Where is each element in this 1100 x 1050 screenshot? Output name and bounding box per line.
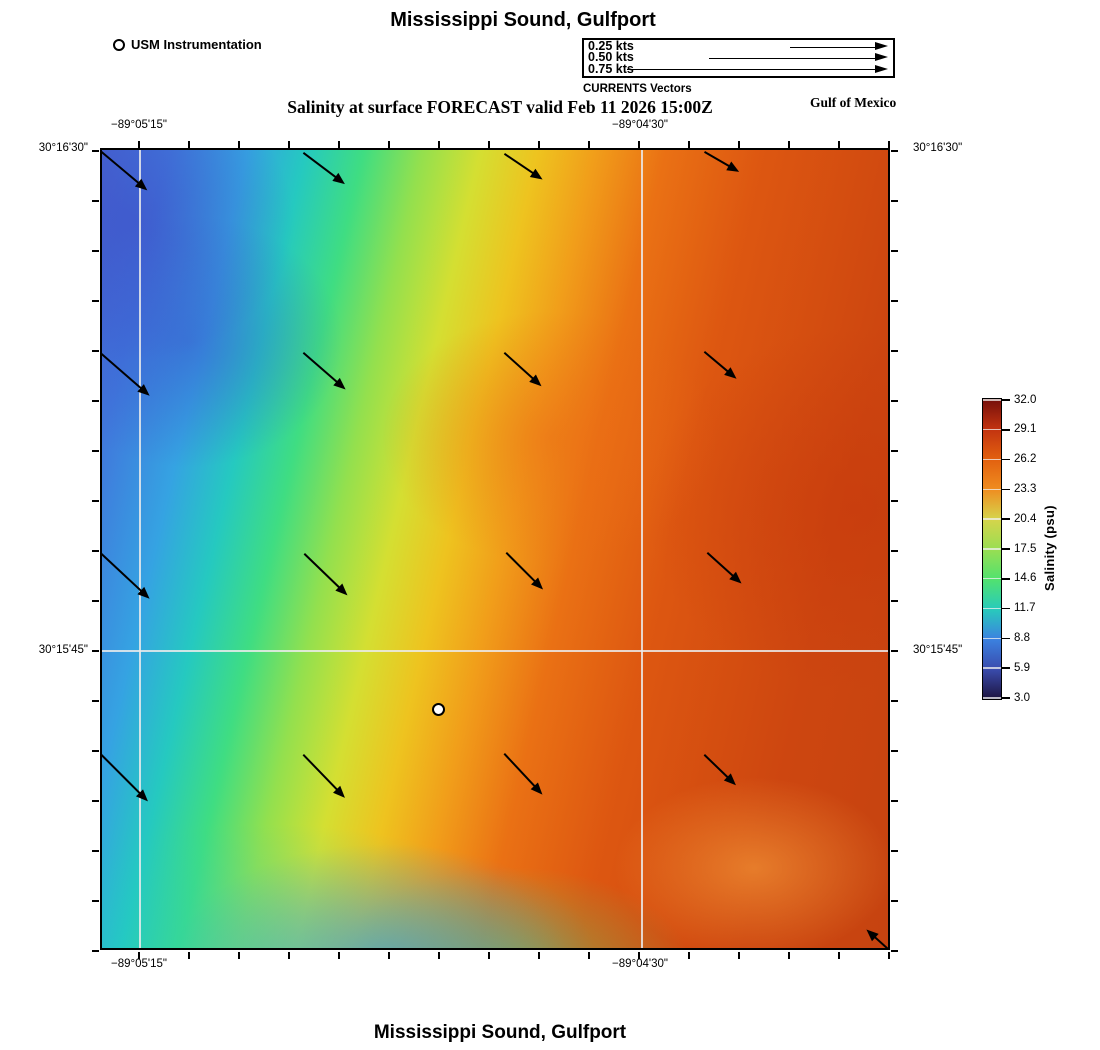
x-axis-label-bottom-east: −89°04'30" (612, 958, 668, 970)
colorbar-tick-dash (1002, 578, 1010, 580)
colorbar-tick-value: 3.0 (1014, 691, 1030, 704)
salinity-heatmap-panel (100, 148, 890, 950)
colorbar-tick-line (983, 637, 1001, 639)
colorbar-tick-dash (1002, 637, 1010, 640)
legend-speed-label: 0.50 kts (588, 50, 634, 65)
colorbar-tick-dash (1002, 548, 1010, 550)
colorbar-tick-value: 20.4 (1014, 512, 1037, 525)
current-vector-arrow (703, 351, 735, 377)
colorbar-tick-value: 23.3 (1014, 482, 1037, 495)
y-axis-label-left-north: 30°16'30" (38, 142, 88, 154)
current-vector-arrow (703, 754, 734, 784)
currents-legend-box: 0.25 kts 0.50 kts 0.75 kts (582, 38, 895, 78)
colorbar-tick-dash (1002, 697, 1010, 699)
usm-legend: USM Instrumentation (113, 37, 262, 52)
colorbar-tick-value: 14.6 (1014, 572, 1037, 585)
current-vector-arrow (302, 754, 343, 796)
y-axis-label-left-south: 30°15'45" (38, 644, 88, 656)
map-title-top: Mississippi Sound, Gulfport (390, 9, 656, 31)
current-vector-arrow (503, 753, 541, 793)
legend-speed-label: 0.25 kts (588, 39, 634, 54)
colorbar-tick-value: 17.5 (1014, 542, 1037, 555)
legend-arrow-icon (627, 64, 888, 73)
y-axis-label-right-north: 30°16'30" (913, 142, 963, 154)
colorbar-tick-line (983, 429, 1001, 431)
colorbar-tick-line (983, 518, 1001, 520)
colorbar-tick-value: 26.2 (1014, 453, 1037, 466)
y-axis-ticks-left (92, 150, 99, 952)
map-title-bottom: Mississippi Sound, Gulfport (373, 1022, 627, 1043)
meridian-gridline-west (139, 150, 141, 948)
colorbar-tick-line (983, 548, 1001, 550)
station-marker-icon (113, 38, 125, 51)
x-axis-label-top-east: −89°04'30" (612, 119, 668, 131)
colorbar-tick-line (983, 488, 1001, 490)
current-vector-arrow (302, 152, 343, 183)
forecast-subtitle: Salinity at surface FORECAST valid Feb 1… (287, 97, 713, 117)
legend-speed-label: 0.75 kts (588, 61, 634, 76)
colorbar-tick-value: 11.7 (1014, 602, 1036, 615)
colorbar-tick-value: 29.1 (1014, 423, 1037, 436)
colorbar-tick-dash (1002, 458, 1010, 461)
colorbar-tick-dash (1002, 667, 1010, 669)
colorbar-tick-value: 8.8 (1014, 631, 1030, 644)
colorbar-tick-dash (1002, 607, 1010, 610)
current-vector-arrow (503, 153, 540, 179)
legend-row-025kts: 0.25 kts (588, 39, 889, 54)
colorbar-tick-line (983, 458, 1001, 461)
current-vector-arrow (503, 352, 540, 385)
legend-arrow-icon (790, 42, 888, 51)
colorbar-tick-line (983, 578, 1001, 580)
colorbar-tick-value: 32.0 (1014, 393, 1037, 406)
colorbar-tick-line (983, 607, 1001, 610)
x-axis-label-bottom-west: −89°05'15" (111, 958, 167, 970)
current-vector-arrow (704, 151, 737, 171)
y-axis-ticks-right (891, 150, 898, 952)
x-axis-ticks-top (138, 141, 890, 148)
colorbar-tick-dash (1002, 488, 1010, 491)
parallel-gridline (102, 650, 888, 652)
current-vector-arrow (302, 352, 344, 388)
colorbar-tick-labels: 32.0 29.1 26.2 23.3 20.4 17.5 14.6 11.7 8.8 5.9 3.… (982, 394, 1062, 704)
colorbar-tick-dash (1002, 399, 1010, 401)
legend-row-050kts: 0.50 kts (588, 50, 889, 65)
colorbar-tick-line (983, 697, 1001, 699)
y-axis-label-right-south: 30°15'45" (913, 644, 963, 656)
colorbar-tick-line (983, 399, 1001, 401)
usm-station-marker (432, 703, 445, 716)
legend-arrow-icon (709, 53, 888, 62)
colorbar-title: Salinity (psu) (1042, 505, 1057, 591)
legend-row-075kts: 0.75 kts (588, 61, 889, 76)
currents-legend-title: CURRENTS Vectors (583, 83, 692, 95)
colorbar-tick-line (983, 667, 1001, 669)
x-axis-label-top-west: −89°05'15" (111, 119, 167, 131)
colorbar-tick-value: 5.9 (1014, 661, 1030, 674)
colorbar-tick-dash (1002, 518, 1010, 520)
current-vector-arrow (868, 931, 888, 948)
meridian-gridline-east (641, 150, 643, 948)
current-vector-arrow (706, 552, 740, 582)
gulf-of-mexico-label: Gulf of Mexico (810, 95, 897, 110)
x-axis-ticks-bottom (138, 952, 890, 959)
current-vector-arrow (505, 552, 541, 588)
colorbar-tick-dash (1002, 429, 1010, 431)
usm-legend-label: USM Instrumentation (131, 37, 262, 52)
current-vector-arrow (303, 553, 346, 594)
